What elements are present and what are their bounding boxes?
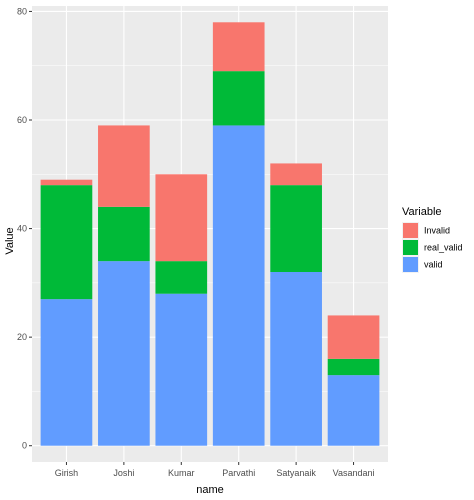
x-tick-label: Girish [55,468,79,478]
legend-label: valid [424,260,443,270]
bar-segment-real-valid [98,206,150,262]
y-tick-label: 60 [17,115,27,125]
legend-title: Variable [402,206,442,218]
y-tick-label: 40 [17,224,27,234]
bar-segment-real-valid [40,185,93,300]
bar-segment-invalid [327,315,380,359]
bar-segment-invalid [40,179,93,186]
bar-segment-valid [212,125,265,446]
bars [40,22,380,446]
x-axis-ticks: Girish Joshi Kumar Parvathi Satyanaik Vasanda… [55,462,375,478]
legend-label: real_valid [424,243,463,253]
y-tick-label: 80 [17,6,27,16]
y-tick-label: 20 [17,332,27,342]
bar-segment-real-valid [327,358,380,376]
x-axis-title: name [196,484,224,496]
bar-segment-valid [98,261,150,446]
x-tick-label: Satyanaik [276,468,316,478]
bar-segment-invalid [155,174,208,262]
y-axis-title: Value [4,227,16,254]
bar-segment-valid [327,375,380,446]
bar-segment-invalid [270,163,322,186]
legend-swatch [403,223,418,238]
legend-swatch [403,257,418,272]
bar-segment-invalid [98,125,150,207]
bar-segment-valid [270,272,322,446]
x-tick-label: Joshi [113,468,134,478]
bar-segment-real-valid [212,71,265,126]
x-tick-label: Parvathi [222,468,255,478]
bar-segment-real-valid [155,261,208,294]
bar-segment-invalid [212,22,265,72]
bar-segment-valid [155,293,208,446]
y-axis-ticks: 0 20 40 60 80 [17,6,32,451]
y-tick-label: 0 [22,441,27,451]
x-tick-label: Vasandani [333,468,375,478]
bar-segment-valid [40,299,93,446]
bar-segment-real-valid [270,185,322,272]
legend-swatch [403,240,418,255]
legend-label: Invalid [424,226,450,236]
x-tick-label: Kumar [168,468,195,478]
